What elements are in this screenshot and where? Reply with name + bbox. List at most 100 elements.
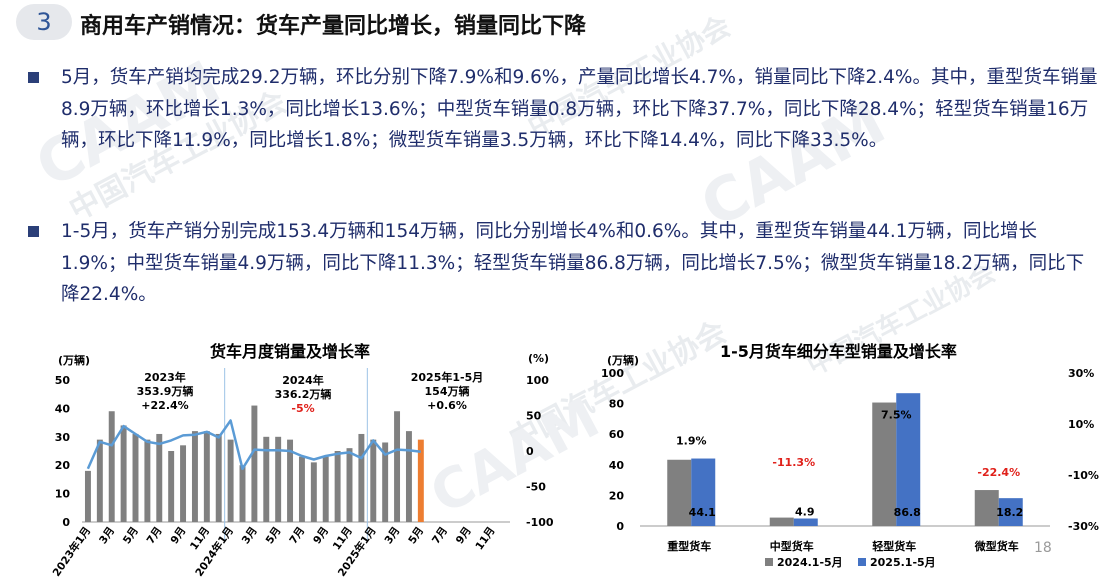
left-chart-unit-right: (%) — [528, 352, 550, 365]
y2-tick-label: 30% — [1068, 367, 1094, 380]
sales-bar — [191, 431, 198, 522]
x-tick-label: 3月 — [240, 525, 260, 546]
sales-bar — [203, 431, 210, 522]
x-tick-label: 11月 — [331, 525, 355, 552]
bar-value-label: 18.2 — [996, 506, 1023, 519]
sales-bar — [405, 431, 412, 522]
sales-bar — [251, 405, 258, 522]
annotation-2023: 2023年 353.9万辆 +22.4% — [130, 371, 200, 413]
x-tick-label: 3月 — [97, 525, 117, 546]
annotation-line: 336.2万辆 — [274, 388, 332, 401]
bar-value-label: 4.9 — [795, 506, 815, 519]
legend-swatch — [765, 558, 773, 566]
y-tick-label: 80 — [609, 398, 625, 411]
growth-label: 1.9% — [676, 435, 707, 448]
sales-bar — [215, 433, 222, 522]
y2-tick-label: -50 — [526, 481, 546, 494]
bar-2024 — [872, 402, 897, 526]
bar-2025 — [793, 518, 818, 526]
bar-value-label: 86.8 — [894, 506, 921, 519]
y-tick-label: 20 — [609, 489, 625, 502]
sales-bar — [180, 445, 187, 522]
y-tick-label: 50 — [55, 374, 71, 387]
x-tick-label: 3月 — [382, 525, 402, 546]
y2-tick-label: 10% — [1068, 418, 1094, 431]
y2-tick-label: -10% — [1068, 469, 1099, 482]
x-tick-label: 7月 — [145, 525, 165, 546]
annotation-line: 2025年1-5月 — [410, 371, 484, 384]
x-category-label: 微型货车 — [974, 539, 1019, 553]
section-number: 3 — [36, 8, 52, 36]
bar-value-label: 44.1 — [689, 506, 716, 519]
sales-bar — [382, 442, 389, 522]
x-category-label: 重型货车 — [667, 539, 711, 553]
y-tick-label: 0 — [616, 520, 624, 533]
legend-label: 2024.1-5月 — [777, 556, 843, 569]
growth-label: -22.4% — [977, 466, 1020, 479]
annotation-line: -5% — [291, 402, 315, 415]
sales-bar — [370, 439, 377, 522]
bar-2025 — [896, 393, 921, 526]
sales-bar — [417, 439, 424, 522]
annotation-line: 154万辆 — [424, 385, 470, 398]
sales-bar — [144, 439, 151, 522]
sales-bar — [96, 439, 103, 522]
paragraph-jan-may: 1-5月，货车产销分别完成153.4万辆和154万辆，同比分别增长4%和0.6%… — [28, 216, 1098, 311]
annotation-2025: 2025年1-5月 154万辆 +0.6% — [405, 371, 489, 413]
x-category-label: 轻型货车 — [872, 539, 916, 553]
bar-2025 — [691, 458, 716, 526]
annotation-line: 2023年 — [144, 371, 186, 384]
y-tick-label: 40 — [609, 459, 625, 472]
y-tick-label: 40 — [55, 402, 71, 415]
y-tick-label: 100 — [601, 367, 624, 380]
legend-swatch — [858, 558, 866, 566]
x-tick-label: 5月 — [121, 525, 141, 546]
legend-label: 2025.1-5月 — [870, 556, 936, 569]
x-tick-label: 9月 — [311, 525, 331, 546]
x-tick-label: 11月 — [473, 525, 497, 552]
sales-bar — [120, 425, 127, 522]
sales-bar — [287, 439, 294, 522]
x-tick-label: 9月 — [454, 525, 474, 546]
sales-bar — [132, 433, 139, 522]
y-tick-label: 10 — [55, 488, 71, 501]
bullet-square-icon — [28, 72, 39, 83]
annotation-line: 353.9万辆 — [136, 385, 194, 398]
x-tick-label: 9月 — [168, 525, 188, 546]
paragraph-text: 5月，货车产销均完成29.2万辆，环比分别下降7.9%和9.6%，产量同比增长4… — [61, 67, 1098, 151]
x-tick-label: 7月 — [430, 525, 450, 546]
right-chart-title: 1-5月货车细分车型销量及增长率 — [720, 342, 957, 361]
bar-2025 — [998, 498, 1023, 526]
x-tick-label: 5月 — [406, 525, 426, 546]
y2-tick-label: 50 — [526, 410, 542, 423]
sales-bar — [275, 436, 282, 522]
x-tick-label: 2023年1月 — [50, 524, 94, 579]
sales-bar — [168, 451, 175, 522]
x-category-label: 中型货车 — [770, 539, 814, 553]
sales-bar — [310, 462, 317, 522]
slide-title: 商用车产销情况：货车产量同比增长，销量同比下降 — [80, 14, 587, 39]
x-tick-label: 7月 — [287, 525, 307, 546]
y2-tick-label: -100 — [526, 516, 554, 529]
bar-2024 — [769, 517, 794, 526]
y-tick-label: 30 — [55, 431, 71, 444]
watermark-text: 中国汽车工业协会 — [503, 314, 733, 458]
section-number-badge: 3 — [16, 4, 72, 40]
y2-tick-label: 0 — [526, 445, 534, 458]
sales-bar — [394, 411, 401, 522]
sales-bar — [346, 448, 353, 522]
sales-bar — [156, 433, 163, 522]
annotation-2024: 2024年 336.2万辆 -5% — [268, 374, 338, 416]
sales-bar — [239, 465, 246, 522]
annotation-line: +0.6% — [427, 399, 467, 412]
x-tick-label: 11月 — [188, 525, 212, 552]
sales-bar — [298, 456, 305, 522]
slide-header: 3 商用车产销情况：货车产量同比增长，销量同比下降 — [0, 0, 1112, 48]
sales-bar — [227, 439, 234, 522]
growth-rate-line — [86, 419, 421, 471]
right-chart-unit-left: (万辆) — [607, 354, 640, 367]
sales-bar — [358, 433, 365, 522]
y-tick-label: 60 — [609, 428, 625, 441]
left-chart-unit-left: (万辆) — [58, 354, 91, 367]
y2-tick-label: 100 — [526, 374, 549, 387]
